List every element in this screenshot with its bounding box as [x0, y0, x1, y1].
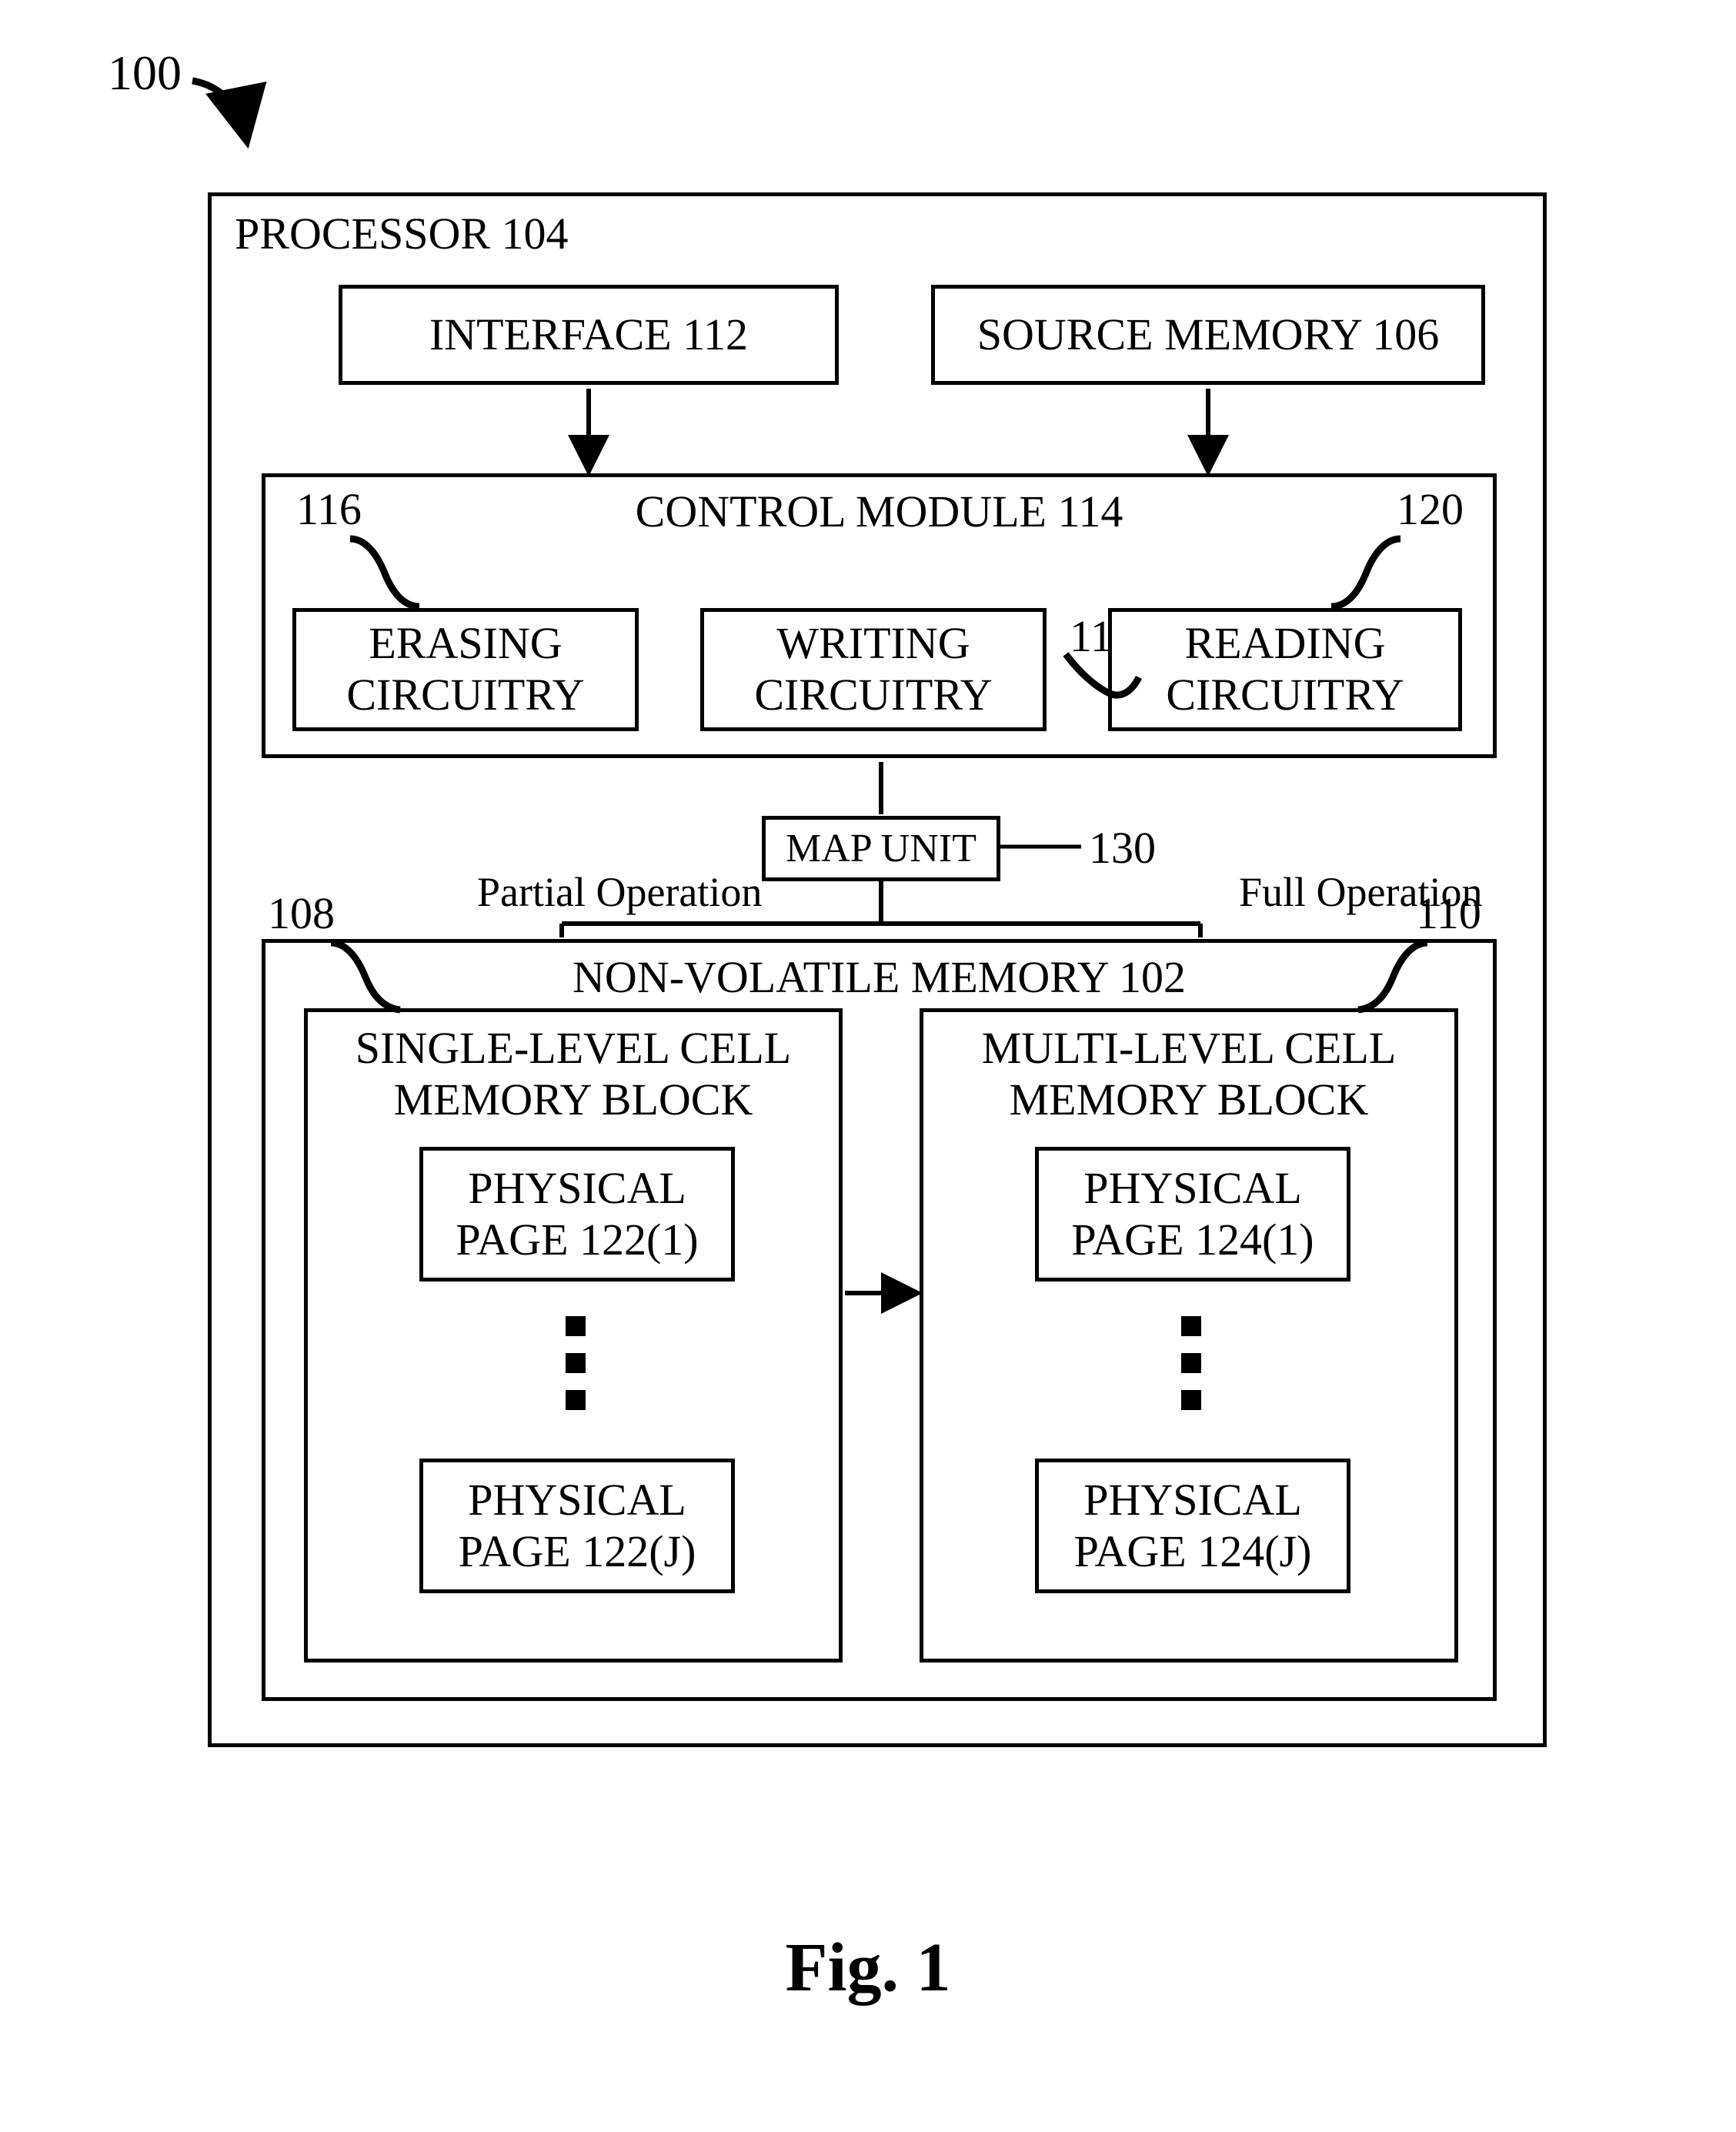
mlc-pagej-l1: PHYSICAL: [1083, 1475, 1302, 1525]
interface-label: INTERFACE 112: [429, 309, 748, 361]
mlc-title-l1: MULTI-LEVEL CELL: [982, 1023, 1397, 1073]
reading-l2: CIRCUITRY: [1166, 670, 1404, 720]
slc-title-l1: SINGLE-LEVEL CELL: [356, 1023, 791, 1073]
erasing-l1: ERASING: [369, 618, 562, 668]
source-memory-label: SOURCE MEMORY 106: [977, 309, 1440, 361]
slc-pagej-l2: PAGE 122(J): [459, 1526, 696, 1576]
slc-ellipsis: [566, 1316, 586, 1410]
erasing-circuitry-box: ERASING CIRCUITRY: [292, 608, 639, 731]
map-unit-ref: 130: [1089, 824, 1156, 873]
map-unit-box: MAP UNIT: [762, 816, 1000, 881]
processor-title: PROCESSOR 104: [235, 208, 569, 259]
system-ref-label: 100: [108, 46, 182, 100]
control-module-title: CONTROL MODULE 114: [636, 486, 1123, 538]
source-memory-box: SOURCE MEMORY 106: [931, 285, 1485, 385]
partial-op-label: Partial Operation: [477, 870, 762, 915]
nvm-title: NON-VOLATILE MEMORY 102: [573, 952, 1186, 1004]
erasing-ref: 116: [296, 485, 362, 534]
mlc-pagej-l2: PAGE 124(J): [1074, 1526, 1312, 1576]
mlc-page1-l2: PAGE 124(1): [1071, 1215, 1314, 1265]
interface-box: INTERFACE 112: [339, 285, 839, 385]
mlc-ref: 110: [1416, 889, 1481, 938]
writing-circuitry-box: WRITING CIRCUITRY: [700, 608, 1047, 731]
slc-pagej-l1: PHYSICAL: [468, 1475, 686, 1525]
mlc-page1-l1: PHYSICAL: [1083, 1163, 1302, 1213]
slc-title-l2: MEMORY BLOCK: [394, 1074, 753, 1124]
slc-pagej-box: PHYSICAL PAGE 122(J): [419, 1459, 735, 1593]
arrow-100: [192, 81, 246, 139]
slc-page1-l2: PAGE 122(1): [456, 1215, 698, 1265]
map-unit-label: MAP UNIT: [786, 826, 976, 872]
mlc-pagej-box: PHYSICAL PAGE 124(J): [1035, 1459, 1350, 1593]
slc-page1-box: PHYSICAL PAGE 122(1): [419, 1147, 735, 1282]
mlc-title-l2: MEMORY BLOCK: [1010, 1074, 1369, 1124]
mlc-page1-box: PHYSICAL PAGE 124(1): [1035, 1147, 1350, 1282]
reading-circuitry-box: READING CIRCUITRY: [1108, 608, 1462, 731]
mlc-ellipsis: [1181, 1316, 1201, 1410]
slc-page1-l1: PHYSICAL: [468, 1163, 686, 1213]
diagram-page: 100 PROCESSOR 104 INTERFACE 112 SOURCE M…: [0, 0, 1736, 2132]
figure-caption: Fig. 1: [0, 1928, 1736, 2007]
reading-l1: READING: [1185, 618, 1386, 668]
writing-l2: CIRCUITRY: [754, 670, 992, 720]
erasing-l2: CIRCUITRY: [346, 670, 584, 720]
writing-l1: WRITING: [776, 618, 970, 668]
reading-ref: 120: [1397, 485, 1464, 534]
slc-ref: 108: [268, 889, 335, 938]
